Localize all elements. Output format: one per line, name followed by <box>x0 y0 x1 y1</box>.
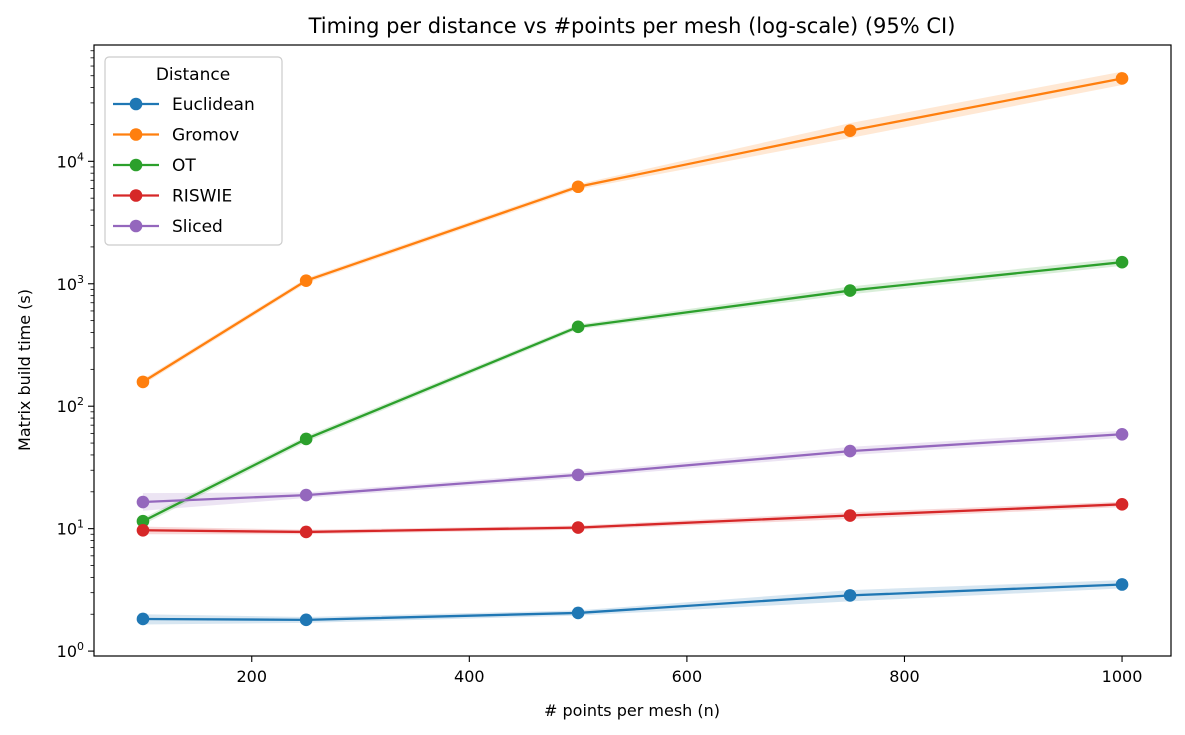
y-tick-base: 10 <box>57 152 77 171</box>
plot-area <box>93 44 1172 657</box>
y-tick-exponent: 2 <box>77 395 84 408</box>
legend: Distance Euclidean Gromov OT RISWIE Sliced <box>104 56 283 246</box>
y-tick-base: 10 <box>57 397 77 416</box>
series-line-euclidean <box>142 583 1123 621</box>
y-tick-label: 103 <box>57 273 84 294</box>
data-point-riswie <box>136 523 150 537</box>
y-tick-label: 102 <box>57 395 84 416</box>
data-point-gromov <box>571 180 585 194</box>
legend-title: Distance <box>156 65 230 85</box>
y-tick-base: 10 <box>57 642 77 661</box>
data-point-riswie <box>1115 498 1129 511</box>
data-point-ot <box>1115 255 1129 269</box>
data-point-euclidean <box>299 613 313 627</box>
legend-marker <box>129 189 143 202</box>
x-axis-label: # points per mesh (n) <box>544 701 720 720</box>
legend-label: Euclidean <box>172 95 255 115</box>
legend-marker <box>129 158 143 172</box>
data-point-riswie <box>571 521 585 534</box>
data-point-gromov <box>843 124 857 137</box>
legend-label: RISWIE <box>172 187 232 207</box>
data-point-sliced <box>571 468 585 482</box>
data-point-gromov <box>299 274 313 287</box>
data-point-euclidean <box>1115 578 1129 591</box>
chart-title: Timing per distance vs #points per mesh … <box>308 14 956 38</box>
data-point-euclidean <box>136 612 150 626</box>
ci-band-ot <box>142 258 1123 525</box>
x-tick-label: 400 <box>454 667 485 686</box>
data-point-gromov <box>136 375 150 389</box>
series-line-ot <box>142 261 1123 523</box>
data-point-ot <box>299 432 313 446</box>
legend-marker <box>129 97 143 111</box>
y-tick-label: 100 <box>57 640 84 661</box>
x-tick-label: 800 <box>889 667 920 686</box>
data-point-euclidean <box>843 589 857 602</box>
data-point-sliced <box>843 444 857 458</box>
legend-label: Sliced <box>172 217 223 237</box>
x-tick-label: 600 <box>672 667 703 686</box>
y-tick-label: 104 <box>57 150 84 171</box>
y-tick-exponent: 1 <box>77 518 84 531</box>
y-axis-label: Matrix build time (s) <box>15 289 34 451</box>
data-point-sliced <box>299 488 313 502</box>
y-tick-base: 10 <box>57 520 77 539</box>
x-axis: 200 400 600 800 1000 <box>236 656 1142 686</box>
y-tick-exponent: 0 <box>77 640 84 653</box>
series-line-gromov <box>142 77 1123 383</box>
data-point-ot <box>571 320 585 334</box>
ci-band-riswie <box>142 501 1123 535</box>
y-tick-exponent: 4 <box>77 150 84 163</box>
data-point-sliced <box>136 495 150 509</box>
legend-marker <box>129 128 143 141</box>
y-tick-base: 10 <box>57 275 77 294</box>
x-tick-label: 1000 <box>1102 667 1143 686</box>
x-tick-label: 200 <box>236 667 267 686</box>
data-point-gromov <box>1115 72 1129 85</box>
ci-bands <box>142 71 1123 625</box>
data-point-euclidean <box>571 606 585 620</box>
legend-label: Gromov <box>172 126 239 146</box>
data-point-riswie <box>299 525 313 539</box>
data-point-riswie <box>843 509 857 522</box>
data-point-sliced <box>1115 427 1129 441</box>
ci-band-gromov <box>142 71 1123 385</box>
ci-band-euclidean <box>142 580 1123 625</box>
series-lines <box>136 72 1129 627</box>
legend-label: OT <box>172 156 196 176</box>
y-tick-label: 101 <box>57 518 84 539</box>
data-point-ot <box>136 514 150 528</box>
y-tick-exponent: 3 <box>77 273 84 286</box>
data-point-ot <box>843 284 857 297</box>
legend-marker <box>129 219 143 233</box>
